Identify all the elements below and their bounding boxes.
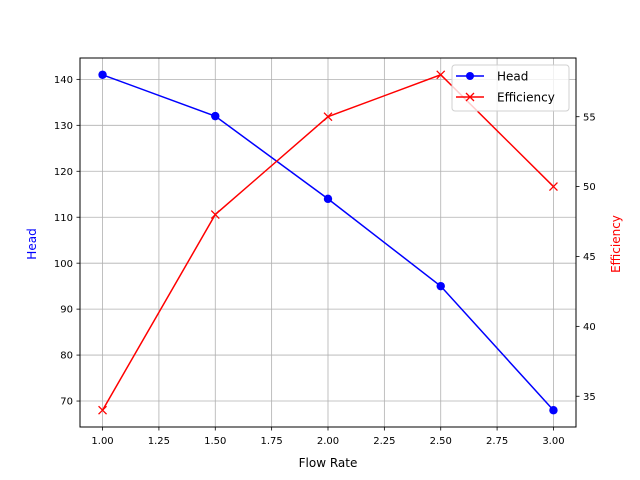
x-tick-label: 3.00 — [542, 436, 564, 447]
x-tick-label: 2.00 — [317, 436, 339, 447]
plot-frame — [79, 57, 577, 428]
left-y-tick-label: 70 — [60, 397, 73, 408]
x-tick-label: 2.50 — [430, 436, 452, 447]
left-y-tick-label: 90 — [60, 305, 73, 316]
right-y-tick-label: 50 — [583, 182, 596, 193]
series-head — [98, 70, 558, 415]
x-marker-icon — [323, 112, 333, 122]
circle-marker-icon — [98, 70, 107, 79]
x-axis-label: Flow Rate — [299, 456, 358, 470]
x-marker-icon — [548, 182, 558, 192]
right-y-tick-label: 45 — [583, 252, 596, 263]
x-tick-label: 1.00 — [91, 436, 113, 447]
legend-efficiency-marker-icon — [465, 92, 475, 102]
right-y-axis-label: Efficiency — [609, 215, 623, 273]
x-tick-label: 1.25 — [148, 436, 170, 447]
left-y-tick-label: 140 — [54, 75, 73, 86]
x-axis-ticks: 1.00 1.25 1.50 1.75 2.00 2.25 2.50 2.75 3.00 — [91, 427, 565, 447]
left-y-tick-label: 100 — [54, 259, 73, 270]
right-y-tick-label: 55 — [583, 112, 596, 123]
legend-efficiency-label: Efficiency — [497, 91, 555, 105]
circle-marker-icon — [323, 194, 333, 204]
x-tick-label: 2.75 — [486, 436, 508, 447]
x-tick-label: 1.50 — [204, 436, 226, 447]
x-marker-icon — [436, 70, 446, 80]
legend-head-marker-icon — [466, 72, 474, 80]
left-y-tick-label: 130 — [54, 121, 73, 132]
x-tick-label: 2.25 — [373, 436, 395, 447]
legend: Head Efficiency — [451, 64, 570, 112]
circle-marker-icon — [436, 281, 445, 291]
left-y-axis-ticks: 70 80 90 100 110 120 130 140 — [54, 75, 80, 408]
right-y-tick-label: 40 — [583, 322, 596, 333]
x-tick-label: 1.75 — [261, 436, 283, 447]
series-efficiency — [98, 70, 558, 415]
left-y-tick-label: 110 — [54, 213, 73, 224]
circle-marker-icon — [549, 406, 558, 415]
left-y-axis-label: Head — [25, 228, 39, 259]
right-y-tick-label: 35 — [583, 392, 596, 403]
series-layer — [98, 70, 558, 415]
left-y-tick-label: 80 — [60, 351, 73, 362]
circle-marker-icon — [211, 111, 220, 121]
x-marker-icon — [98, 405, 108, 415]
left-y-tick-label: 120 — [54, 167, 73, 178]
legend-head-label: Head — [497, 70, 528, 84]
right-y-axis-ticks: 35 40 45 50 55 — [576, 112, 596, 403]
x-marker-icon — [210, 210, 220, 220]
